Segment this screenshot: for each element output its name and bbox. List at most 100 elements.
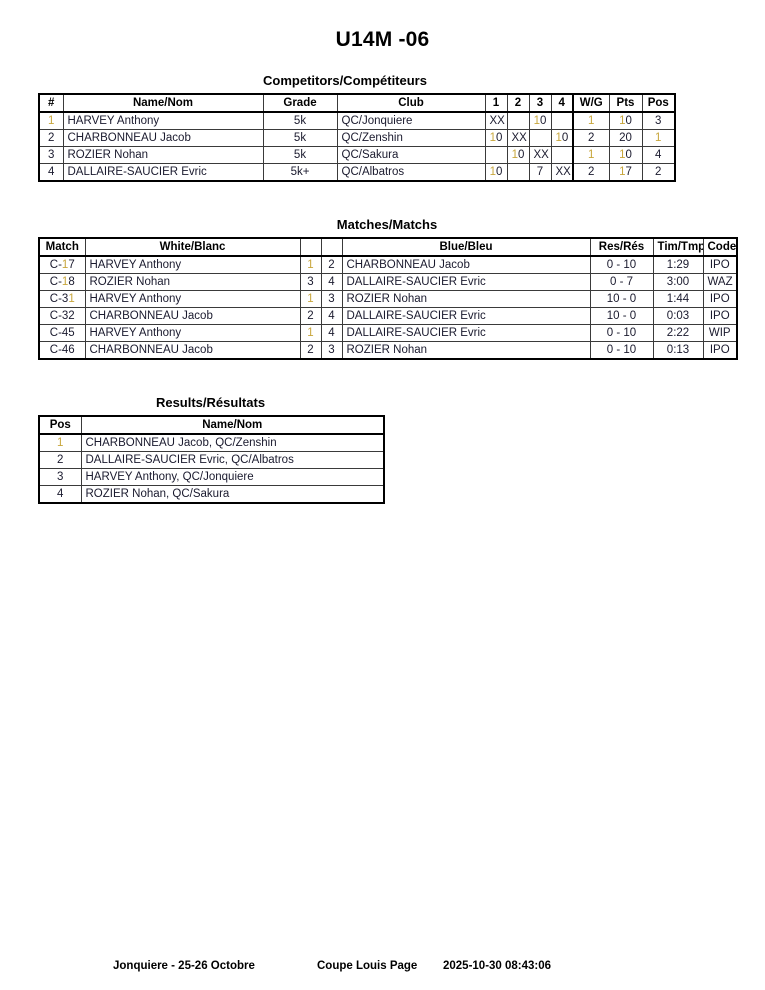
results-body: 1 CHARBONNEAU Jacob, QC/Zenshin 2 DALLAIRE-…: [38, 433, 385, 504]
table-row: 1 CHARBONNEAU Jacob, QC/Zenshin: [38, 433, 385, 452]
match-white-seed: 1: [299, 324, 322, 342]
table-row: 4 DALLAIRE-SAUCIER Evric 5k+ QC/Albatros 10 7…: [38, 163, 676, 182]
page-title: U14M -06: [335, 28, 430, 51]
column-header-score-1: 1: [484, 93, 508, 113]
footer-timestamp: 2025-10-30 08:43:06: [443, 960, 552, 972]
match-blue-player: ROZIER Nohan: [341, 290, 591, 308]
column-header-white: White/Blanc: [84, 237, 301, 257]
match-blue-player: DALLAIRE-SAUCIER Evric: [341, 307, 591, 325]
match-time: 1:29: [652, 255, 704, 274]
match-result: 10 - 0: [589, 307, 654, 325]
match-code: C-45: [38, 324, 86, 342]
match-code: C-18: [38, 273, 86, 291]
competitor-number: 4: [38, 163, 64, 182]
result-name: CHARBONNEAU Jacob, QC/Zenshin: [80, 433, 385, 452]
match-blue-seed: 4: [320, 324, 343, 342]
table-row: C-18 ROZIER Nohan 3 4 DALLAIRE-SAUCIER Evric…: [38, 273, 738, 291]
match-blue-player: DALLAIRE-SAUCIER Evric: [341, 324, 591, 342]
table-row: 2 CHARBONNEAU Jacob 5k QC/Zenshin 10 XX 10 2 20 1: [38, 129, 676, 147]
results-table: Pos Name/Nom 1 CHARBONNEAU Jacob, QC/Zens…: [38, 415, 385, 504]
match-code: C-32: [38, 307, 86, 325]
column-header-match: Match: [38, 237, 86, 257]
column-header-position: Pos: [641, 93, 676, 113]
column-header-code: Code: [702, 237, 738, 257]
match-white-seed: 1: [299, 255, 322, 274]
column-header-score-2: 2: [506, 93, 530, 113]
match-result: 0 - 7: [589, 273, 654, 291]
competitors-body: 1 HARVEY Anthony 5k QC/Jonquiere XX 10 1 10 3 2 CH…: [38, 111, 676, 182]
match-code: C-31: [38, 290, 86, 308]
competitor-wins-games: 1: [572, 146, 610, 164]
match-win-code: IPO: [702, 255, 738, 274]
column-header-result: Res/Rés: [589, 237, 654, 257]
competitor-points: 10: [608, 111, 643, 130]
matches-section-title: Matches/Matchs: [336, 217, 438, 232]
competitors-table: # Name/Nom Grade Club 1 2 3 4 W/G Pts Po…: [38, 93, 676, 182]
match-white-seed: 2: [299, 341, 322, 360]
match-result: 10 - 0: [589, 290, 654, 308]
competitor-score-vs-1: 10: [484, 163, 508, 182]
table-row: C-17 HARVEY Anthony 1 2 CHARBONNEAU Jacob 0 -…: [38, 255, 738, 274]
column-header-wins-games: W/G: [572, 93, 610, 113]
competitor-score-vs-4: 10: [550, 129, 574, 147]
page-footer: Jonquiere - 25-26 Octobre Coupe Louis Pa…: [0, 960, 765, 978]
competitor-position: 2: [641, 163, 676, 182]
competitor-score-vs-2: 10: [506, 146, 530, 164]
column-header-blue: Blue/Bleu: [341, 237, 591, 257]
competitor-score-vs-1: [484, 146, 508, 164]
competitor-points: 20: [608, 129, 643, 147]
match-white-seed: 2: [299, 307, 322, 325]
competitors-section: Competitors/Compétiteurs # Name/Nom Grad…: [38, 73, 676, 182]
competitor-club: QC/Jonquiere: [336, 111, 486, 130]
table-row: C-45 HARVEY Anthony 1 4 DALLAIRE-SAUCIER Evr…: [38, 324, 738, 342]
match-result: 0 - 10: [589, 341, 654, 360]
competitor-score-vs-4: [550, 146, 574, 164]
match-time: 0:03: [652, 307, 704, 325]
match-win-code: WAZ: [702, 273, 738, 291]
column-header-white-seed: [299, 237, 322, 257]
match-blue-seed: 4: [320, 307, 343, 325]
match-blue-player: DALLAIRE-SAUCIER Evric: [341, 273, 591, 291]
column-header-time: Tim/Tmp: [652, 237, 704, 257]
competitor-club: QC/Zenshin: [336, 129, 486, 147]
column-header-score-3: 3: [528, 93, 552, 113]
match-white-player: HARVEY Anthony: [84, 324, 301, 342]
match-time: 0:13: [652, 341, 704, 360]
competitor-club: QC/Sakura: [336, 146, 486, 164]
result-name: DALLAIRE-SAUCIER Evric, QC/Albatros: [80, 451, 385, 469]
matches-section: Matches/Matchs Match White/Blanc Blue/Bl…: [38, 217, 738, 360]
match-code: C-17: [38, 255, 86, 274]
match-blue-seed: 3: [320, 290, 343, 308]
competitor-grade: 5k: [262, 146, 338, 164]
table-row: C-31 HARVEY Anthony 1 3 ROZIER Nohan 10 - 0 1:…: [38, 290, 738, 308]
match-white-player: ROZIER Nohan: [84, 273, 301, 291]
match-blue-player: ROZIER Nohan: [341, 341, 591, 360]
match-white-player: CHARBONNEAU Jacob: [84, 307, 301, 325]
match-win-code: IPO: [702, 290, 738, 308]
matches-table: Match White/Blanc Blue/Bleu Res/Rés Tim/…: [38, 237, 738, 360]
competitors-section-title: Competitors/Compétiteurs: [263, 73, 427, 88]
match-time: 3:00: [652, 273, 704, 291]
competitor-position: 1: [641, 129, 676, 147]
competitor-score-vs-3: 7: [528, 163, 552, 182]
competitor-points: 17: [608, 163, 643, 182]
match-win-code: IPO: [702, 341, 738, 360]
match-blue-seed: 2: [320, 255, 343, 274]
footer-event-name: Coupe Louis Page: [317, 960, 418, 972]
column-header-name: Name/Nom: [62, 93, 264, 113]
match-blue-player: CHARBONNEAU Jacob: [341, 255, 591, 274]
table-row: 1 HARVEY Anthony 5k QC/Jonquiere XX 10 1 10 3: [38, 111, 676, 130]
result-name: HARVEY Anthony, QC/Jonquiere: [80, 468, 385, 486]
column-header-score-4: 4: [550, 93, 574, 113]
competitor-score-vs-4: [550, 111, 574, 130]
competitor-club: QC/Albatros: [336, 163, 486, 182]
match-time: 1:44: [652, 290, 704, 308]
competitor-position: 4: [641, 146, 676, 164]
competitor-score-vs-4: XX: [550, 163, 574, 182]
match-white-player: HARVEY Anthony: [84, 255, 301, 274]
column-header-result-position: Pos: [38, 415, 82, 435]
result-position: 3: [38, 468, 82, 486]
competitor-grade: 5k: [262, 129, 338, 147]
footer-location-dates: Jonquiere - 25-26 Octobre: [113, 960, 255, 972]
match-code: C-46: [38, 341, 86, 360]
